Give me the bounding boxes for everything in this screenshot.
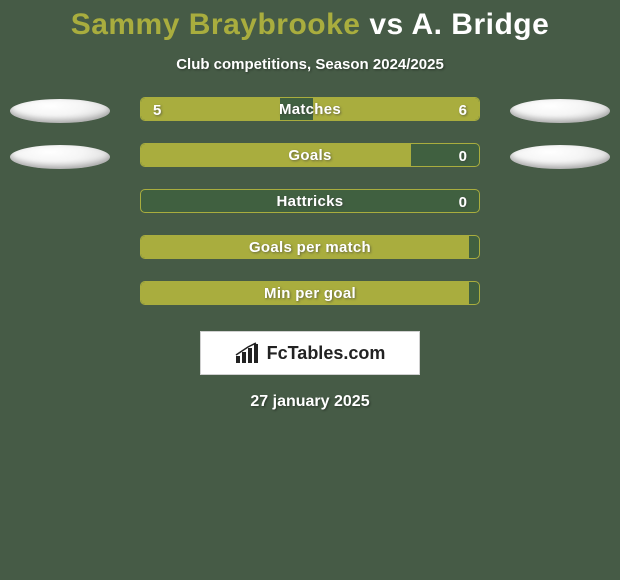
subtitle: Club competitions, Season 2024/2025	[0, 56, 620, 73]
vs-text: vs	[369, 8, 403, 41]
left-oval	[10, 99, 110, 123]
fctables-logo: FcTables.com	[200, 331, 420, 375]
stat-row: 56Matches	[0, 97, 620, 143]
stat-label: Goals	[141, 144, 479, 166]
stat-label: Matches	[141, 98, 479, 120]
stat-bar: Goals per match	[140, 235, 480, 259]
player2-name: A. Bridge	[411, 8, 549, 41]
left-oval	[10, 145, 110, 169]
stat-bar: Min per goal	[140, 281, 480, 305]
logo-text: FcTables.com	[267, 343, 386, 364]
stat-bar: 0Goals	[140, 143, 480, 167]
right-oval	[510, 99, 610, 123]
stat-bar: 0Hattricks	[140, 189, 480, 213]
stat-label: Goals per match	[141, 236, 479, 258]
player1-name: Sammy Braybrooke	[71, 8, 361, 41]
stat-row: 0Hattricks	[0, 189, 620, 235]
stat-bar: 56Matches	[140, 97, 480, 121]
right-oval	[510, 145, 610, 169]
stat-row: Min per goal	[0, 281, 620, 327]
stat-row: 0Goals	[0, 143, 620, 189]
chart-icon	[235, 342, 263, 364]
stat-rows: 56Matches 0Goals 0Hattricks Goals per match…	[0, 97, 620, 327]
comparison-title: Sammy Braybrooke vs A. Bridge	[0, 0, 620, 42]
snapshot-date: 27 january 2025	[0, 393, 620, 411]
stat-label: Hattricks	[141, 190, 479, 212]
stat-label: Min per goal	[141, 282, 479, 304]
stat-row: Goals per match	[0, 235, 620, 281]
